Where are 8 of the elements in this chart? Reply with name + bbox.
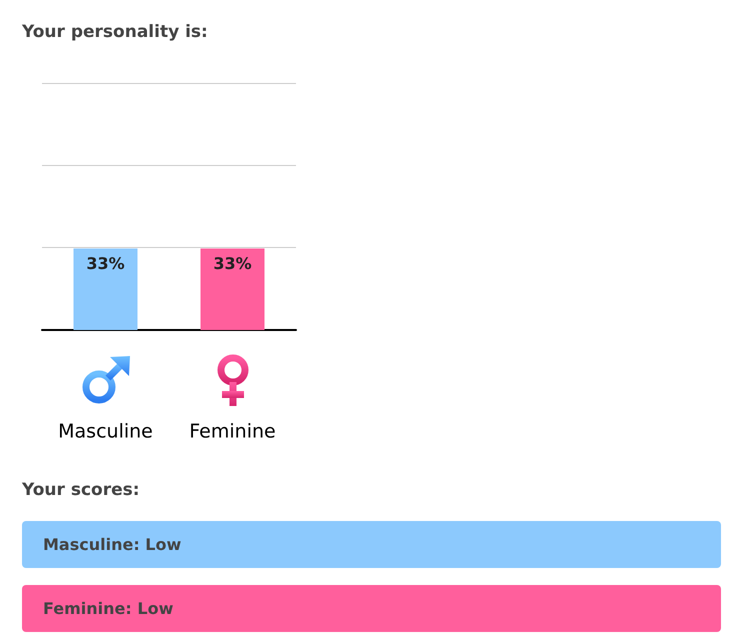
data-label: 33% — [86, 254, 125, 273]
chart-title: Your personality is: — [22, 22, 208, 42]
text: Masculine: Low — [22, 521, 721, 568]
data-label: 33% — [213, 254, 252, 273]
x-tick-label: Masculine — [58, 420, 153, 442]
text: Your scores: — [22, 480, 140, 500]
text: Feminine: Low — [22, 585, 721, 632]
x-tick-label: Feminine — [189, 420, 276, 442]
